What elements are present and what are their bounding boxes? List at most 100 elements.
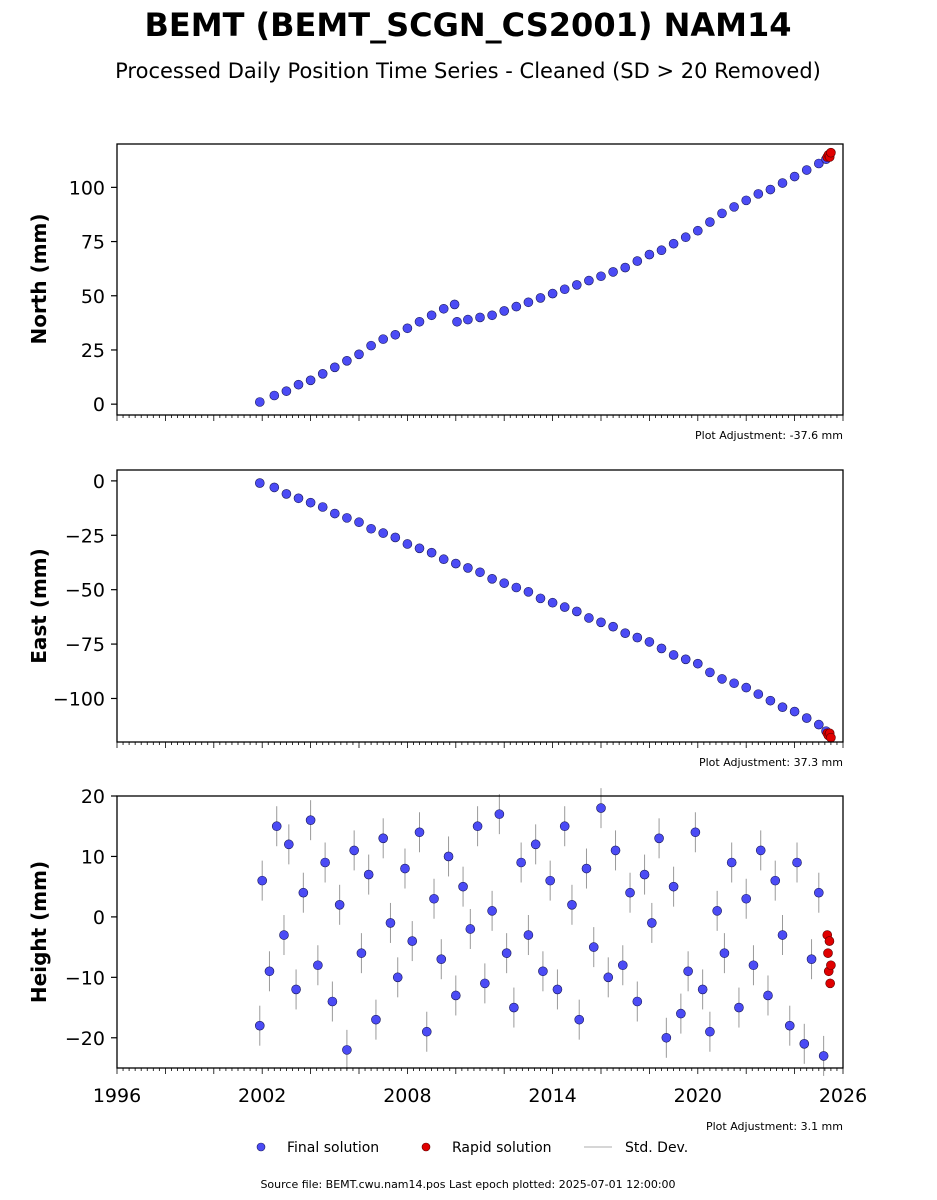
final-point <box>400 863 410 874</box>
final-point <box>298 887 309 898</box>
final-point <box>610 845 621 856</box>
final-point <box>407 936 418 946</box>
final-point <box>567 899 577 910</box>
y-axis-label: East (mm) <box>27 548 51 664</box>
source-footnote: Source file: BEMT.cwu.nam14.pos Last epo… <box>260 1178 675 1191</box>
final-point <box>765 184 776 195</box>
x-tick-label: 2002 <box>238 1085 286 1107</box>
final-point <box>753 689 764 699</box>
final-point <box>741 195 752 206</box>
final-point <box>487 310 497 321</box>
y-tick-label: −25 <box>65 525 105 547</box>
y-axis-label: North (mm) <box>27 213 51 344</box>
final-point <box>458 881 468 892</box>
legend-rapid-label: Rapid solution <box>452 1140 552 1156</box>
final-point <box>366 523 376 534</box>
final-point <box>313 960 323 971</box>
y-tick-label: 25 <box>81 340 105 362</box>
final-point <box>378 833 389 844</box>
panel-east: 0 −25 −50 −75 −100 East (mm) Plot Adjustment: … <box>27 469 844 769</box>
y-tick-label: −50 <box>65 580 105 602</box>
final-point <box>501 948 512 958</box>
final-point <box>472 821 483 832</box>
final-point <box>356 948 367 958</box>
x-tick-label: 2008 <box>383 1085 431 1107</box>
final-point <box>777 930 788 940</box>
final-point <box>656 245 667 256</box>
final-point <box>414 827 425 838</box>
final-point <box>530 839 541 850</box>
final-point <box>342 1045 352 1055</box>
final-point <box>499 578 510 588</box>
final-point <box>668 650 679 660</box>
final-point <box>799 1039 810 1049</box>
final-point <box>661 1032 672 1043</box>
final-point <box>656 643 667 654</box>
y-axis-label: Height (mm) <box>27 861 51 1003</box>
final-point <box>334 899 345 910</box>
final-point <box>617 960 628 971</box>
final-point <box>291 984 301 995</box>
final-point <box>378 528 389 538</box>
final-point <box>438 303 449 314</box>
final-point <box>644 249 655 260</box>
final-point <box>748 960 759 971</box>
final-point <box>625 887 635 898</box>
final-point <box>426 547 437 558</box>
legend-stddev-label: Std. Dev. <box>625 1140 688 1156</box>
final-point <box>402 323 413 334</box>
final-point <box>712 906 722 916</box>
final-point <box>279 930 289 940</box>
final-point <box>813 719 824 730</box>
final-point <box>639 869 650 880</box>
final-point <box>392 972 403 983</box>
final-point <box>792 857 802 868</box>
final-point <box>632 632 643 643</box>
final-point <box>632 256 643 266</box>
y-tick-label: 100 <box>69 177 105 199</box>
final-point <box>390 532 401 543</box>
final-point <box>443 851 454 862</box>
series-rapid <box>822 930 836 989</box>
final-point <box>753 189 764 199</box>
final-point <box>385 918 396 928</box>
y-tick-label: −20 <box>65 1028 105 1050</box>
final-point <box>596 803 606 813</box>
final-point <box>547 597 558 608</box>
final-point <box>789 171 800 182</box>
final-point <box>705 217 715 227</box>
final-point <box>726 857 737 868</box>
final-point <box>327 996 338 1007</box>
final-point <box>535 593 546 604</box>
final-point <box>654 833 664 844</box>
x-tick-label: 2020 <box>674 1085 722 1107</box>
plot-adjustment-note: Plot Adjustment: 37.3 mm <box>699 756 843 769</box>
final-point <box>608 621 618 632</box>
y-tick-label: 10 <box>81 846 105 868</box>
final-point <box>371 1014 381 1025</box>
final-point <box>801 165 812 175</box>
rapid-point <box>826 147 836 158</box>
final-point <box>717 674 727 684</box>
final-point <box>449 299 460 310</box>
final-point <box>588 942 599 952</box>
final-point <box>818 1051 829 1061</box>
chart-title: BEMT (BEMT_SCGN_CS2001) NAM14 <box>144 6 791 44</box>
final-point <box>765 695 776 706</box>
final-point <box>499 306 510 316</box>
final-point <box>414 543 425 554</box>
final-point <box>487 906 497 916</box>
final-point <box>342 513 352 523</box>
final-point <box>697 984 708 995</box>
y-tick-label: −75 <box>65 634 105 656</box>
y-tick-label: 0 <box>93 907 105 929</box>
final-point <box>789 706 800 717</box>
final-point <box>305 497 316 508</box>
series-final <box>254 154 831 407</box>
final-point <box>254 1020 265 1031</box>
final-point <box>305 815 316 825</box>
rapid-point <box>826 960 836 971</box>
series-final <box>254 803 829 1061</box>
final-point <box>644 637 655 647</box>
final-point <box>436 954 447 965</box>
